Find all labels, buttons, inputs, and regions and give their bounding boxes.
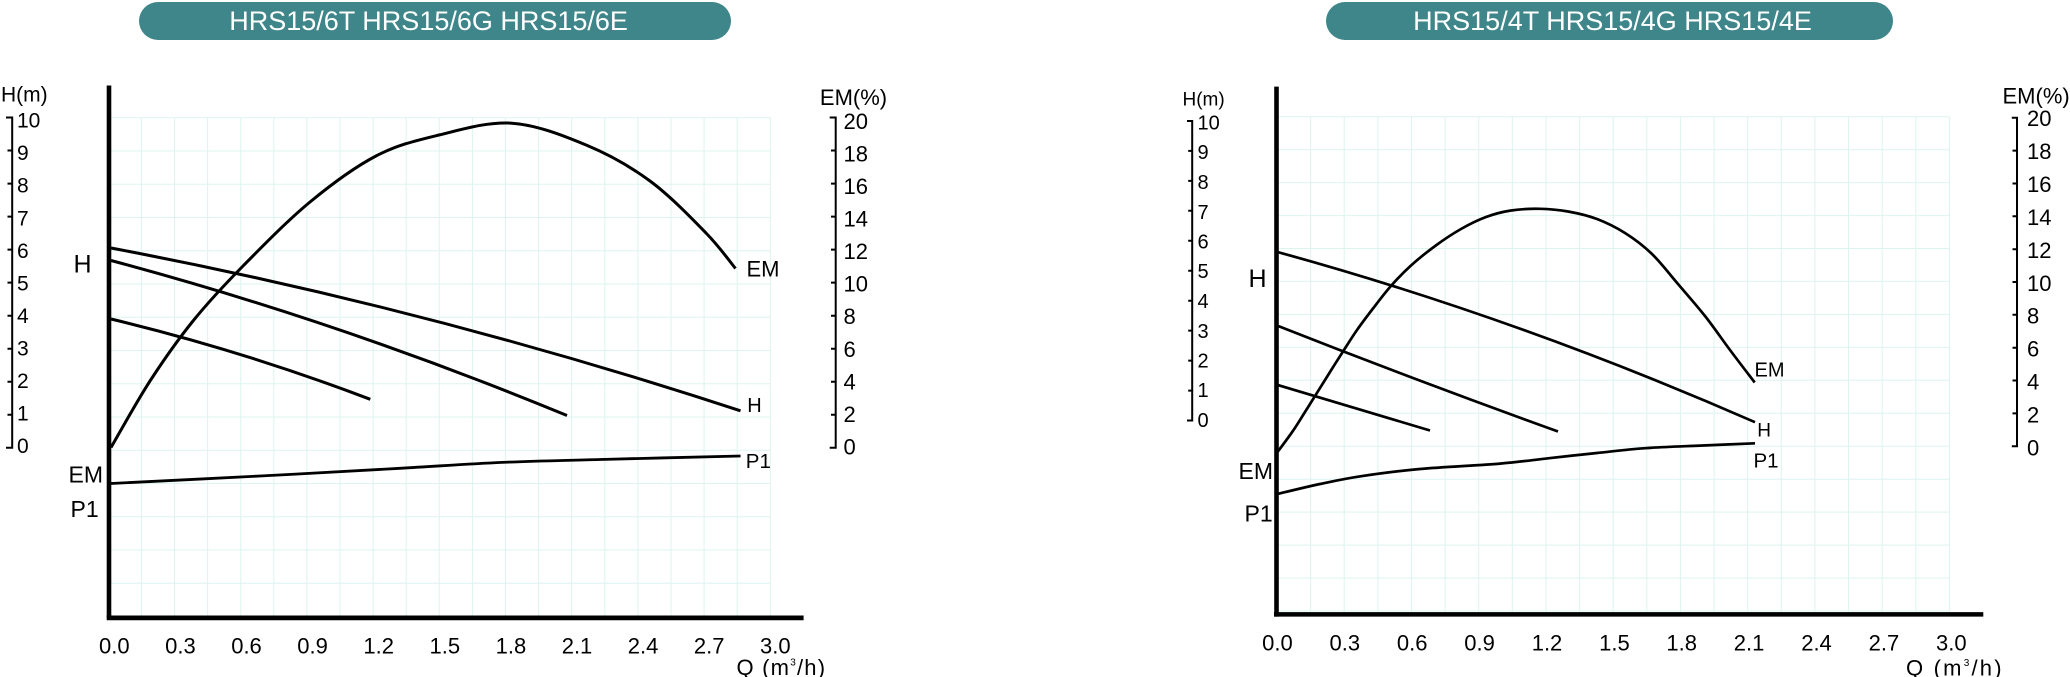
svg-text:18: 18: [844, 141, 868, 166]
svg-text:10: 10: [844, 272, 868, 297]
svg-text:16: 16: [2027, 172, 2051, 197]
svg-text:5: 5: [17, 272, 29, 295]
svg-text:1: 1: [1198, 380, 1209, 402]
svg-text:2.4: 2.4: [1801, 631, 1832, 656]
svg-text:6: 6: [1198, 232, 1209, 254]
svg-text:5: 5: [1198, 261, 1209, 283]
svg-text:EM: EM: [747, 257, 780, 282]
svg-text:16: 16: [844, 174, 868, 199]
svg-text:H: H: [74, 250, 92, 278]
svg-text:1.2: 1.2: [1532, 631, 1563, 656]
svg-text:0.3: 0.3: [165, 634, 196, 659]
svg-text:0: 0: [2027, 435, 2039, 460]
svg-text:3.0: 3.0: [760, 634, 791, 659]
svg-text:10: 10: [2027, 271, 2051, 296]
svg-text:EM(%): EM(%): [820, 85, 887, 110]
svg-text:2.1: 2.1: [562, 634, 593, 659]
svg-text:4: 4: [1198, 291, 1209, 313]
svg-text:20: 20: [2027, 106, 2051, 131]
svg-text:2: 2: [1198, 351, 1209, 373]
svg-text:14: 14: [2027, 205, 2051, 230]
svg-text:1.5: 1.5: [430, 634, 461, 659]
svg-text:7: 7: [1198, 202, 1209, 224]
svg-text:0.6: 0.6: [1397, 631, 1428, 656]
svg-text:8: 8: [2027, 304, 2039, 329]
svg-text:6: 6: [17, 240, 29, 263]
svg-text:4: 4: [2027, 370, 2039, 395]
svg-text:2: 2: [844, 402, 856, 427]
svg-text:P1: P1: [71, 496, 99, 522]
svg-text:P1: P1: [1754, 449, 1779, 472]
svg-text:3.0: 3.0: [1936, 631, 1967, 656]
svg-text:0.0: 0.0: [99, 634, 130, 659]
svg-text:Q (m3/h): Q (m3/h): [1906, 656, 2004, 677]
svg-text:18: 18: [2027, 139, 2051, 164]
svg-text:EM: EM: [1239, 458, 1274, 484]
svg-text:4: 4: [17, 305, 29, 328]
svg-text:12: 12: [2027, 238, 2051, 263]
svg-text:6: 6: [844, 337, 856, 362]
svg-text:2: 2: [2027, 403, 2039, 428]
svg-text:0.0: 0.0: [1262, 631, 1293, 656]
svg-text:1: 1: [17, 403, 29, 426]
svg-text:9: 9: [17, 142, 29, 165]
svg-text:12: 12: [844, 239, 868, 264]
svg-text:8: 8: [17, 175, 29, 198]
svg-text:P1: P1: [1245, 500, 1273, 526]
svg-text:0.9: 0.9: [1464, 631, 1495, 656]
svg-text:2.1: 2.1: [1734, 631, 1765, 656]
svg-text:8: 8: [844, 304, 856, 329]
svg-text:10: 10: [17, 110, 40, 133]
svg-text:2.7: 2.7: [1869, 631, 1900, 656]
svg-text:20: 20: [844, 109, 868, 134]
svg-text:2.4: 2.4: [628, 634, 659, 659]
svg-text:7: 7: [17, 207, 29, 230]
svg-text:1.5: 1.5: [1599, 631, 1630, 656]
svg-text:8: 8: [1198, 172, 1209, 194]
svg-text:3: 3: [17, 338, 29, 361]
svg-text:0.9: 0.9: [297, 634, 328, 659]
svg-text:4: 4: [844, 369, 856, 394]
svg-text:H(m): H(m): [1, 84, 48, 107]
svg-text:6: 6: [2027, 337, 2039, 362]
svg-text:2: 2: [17, 370, 29, 393]
svg-text:3: 3: [1198, 321, 1209, 343]
svg-text:0.6: 0.6: [231, 634, 262, 659]
svg-text:H: H: [1249, 265, 1267, 293]
svg-text:10: 10: [1198, 113, 1220, 135]
svg-text:EM(%): EM(%): [2003, 84, 2070, 109]
svg-text:1.8: 1.8: [1666, 631, 1697, 656]
svg-text:14: 14: [844, 207, 868, 232]
svg-text:P1: P1: [746, 450, 771, 473]
svg-text:H(m): H(m): [1183, 90, 1225, 111]
svg-text:9: 9: [1198, 142, 1209, 164]
svg-text:H: H: [1757, 420, 1771, 441]
svg-text:EM: EM: [1755, 360, 1785, 382]
svg-text:2.7: 2.7: [694, 634, 725, 659]
svg-text:0.3: 0.3: [1330, 631, 1361, 656]
svg-text:Q (m3/h): Q (m3/h): [737, 655, 827, 677]
svg-text:1.2: 1.2: [363, 634, 394, 659]
svg-text:0: 0: [844, 434, 856, 459]
svg-text:1.8: 1.8: [496, 634, 527, 659]
svg-text:H: H: [747, 395, 761, 417]
svg-text:EM: EM: [69, 462, 104, 488]
svg-text:0: 0: [1198, 410, 1209, 432]
svg-text:0: 0: [17, 435, 29, 458]
